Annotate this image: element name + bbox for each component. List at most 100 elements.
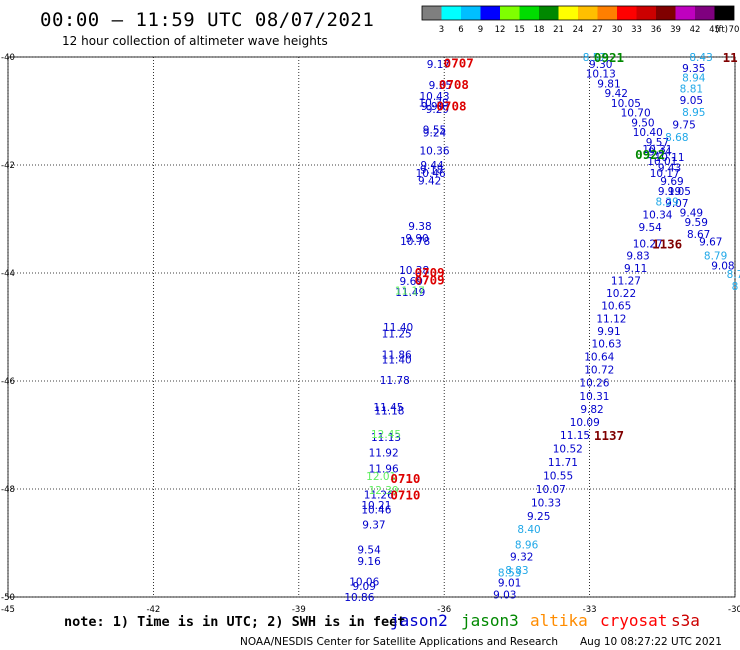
wave-height-label: 9.05 xyxy=(668,186,691,198)
wave-height-label: 9.90 xyxy=(405,233,428,245)
mission-legend-cryosat: cryosat xyxy=(600,611,667,630)
wave-height-label: 10.52 xyxy=(553,444,583,456)
wave-height-label: 9.54 xyxy=(638,222,662,234)
wave-height-label: 10.38 xyxy=(419,97,449,109)
wave-height-label: 10.43 xyxy=(419,91,449,103)
wave-height-label: 8.7 xyxy=(727,269,740,281)
wave-height-label: 8.96 xyxy=(515,540,539,552)
wave-height-label: 12.39 xyxy=(369,485,399,497)
colorbar-label: 21 xyxy=(553,25,564,35)
wave-height-label: 8.81 xyxy=(680,83,703,95)
wave-height-label: 10.11 xyxy=(655,152,685,164)
colorbar-swatch xyxy=(422,6,442,20)
wave-height-label: 9.42 xyxy=(605,88,628,100)
pass-time-label: 1137 xyxy=(594,428,624,443)
wave-height-label: 8.94 xyxy=(682,73,706,85)
wave-height-label: 9.38 xyxy=(408,221,431,233)
wave-height-label: 11.96 xyxy=(369,463,399,475)
wave-height-label: 9.67 xyxy=(699,237,722,249)
wave-height-label: 9.35 xyxy=(682,63,705,75)
wave-height-label: 9.69 xyxy=(400,276,423,288)
colorbar-swatch xyxy=(578,6,598,20)
wave-height-label: 12.45 xyxy=(371,429,401,441)
colorbar-label: 30 xyxy=(612,25,623,35)
pass-time-label: 0707 xyxy=(444,55,474,70)
wave-height-label: 9.99 xyxy=(421,101,444,113)
y-tick-label: -48 xyxy=(1,485,15,495)
x-tick-label: -39 xyxy=(292,605,306,615)
wave-height-label: 9.24 xyxy=(423,128,447,140)
wave-height-label: 9.08 xyxy=(711,260,734,272)
wave-height-label: 12.01 xyxy=(366,471,396,483)
wave-height-label: 11.71 xyxy=(548,457,578,469)
wave-height-label: 8.67 xyxy=(687,229,710,241)
colorbar-label: 24 xyxy=(573,25,584,35)
wave-height-label: 10.72 xyxy=(584,365,614,377)
generated-timestamp: Aug 10 08:27:22 UTC 2021 xyxy=(580,636,722,648)
y-tick-label: -40 xyxy=(1,53,15,63)
pass-time-label: 0709 xyxy=(415,265,445,280)
wave-height-label: 11.18 xyxy=(374,406,404,418)
wave-height-label: 9.30 xyxy=(589,59,612,71)
colorbar-label: 39 xyxy=(670,25,681,35)
mission-legend-jason2: jason2 xyxy=(390,611,448,630)
subtitle: 12 hour collection of altimeter wave hei… xyxy=(62,34,328,48)
wave-height-label: 8.68 xyxy=(665,132,688,144)
mission-legend-s3a: s3a xyxy=(671,611,700,630)
colorbar-label: 6 xyxy=(458,25,463,35)
pass-time-label: 1136 xyxy=(652,236,682,251)
wave-height-label: 9.57 xyxy=(646,137,669,149)
wave-height-label: 9.11 xyxy=(624,263,647,275)
colorbar-label: 33 xyxy=(631,25,642,35)
colorbar-swatch xyxy=(519,6,539,20)
colorbar-swatch xyxy=(675,6,695,20)
wave-height-label: 10.09 xyxy=(570,417,600,429)
wave-height-label: 8.57 xyxy=(583,52,606,64)
wave-height-label: 10.33 xyxy=(531,498,561,510)
colorbar-label: 27 xyxy=(592,25,603,35)
mission-legend-jason3: jason3 xyxy=(461,611,519,630)
wave-height-label: 9.49 xyxy=(680,208,703,220)
x-tick-label: -42 xyxy=(146,605,160,615)
wave-height-label: 9.69 xyxy=(660,176,683,188)
wave-height-label: 10.65 xyxy=(601,300,631,312)
wave-height-label: 10.46 xyxy=(361,505,391,517)
wave-height-label: 9.43 xyxy=(658,163,681,175)
colorbar-swatch xyxy=(558,6,578,20)
wave-height-label: 10.31 xyxy=(642,144,672,156)
wave-height-label: 11.13 xyxy=(371,432,401,444)
wave-height-label: 8 xyxy=(732,281,739,293)
wave-height-label: 9.44 xyxy=(420,160,444,172)
wave-height-label: 10.07 xyxy=(536,484,566,496)
colorbar-label: 45 xyxy=(709,25,720,35)
wave-height-label: 11.40 xyxy=(383,322,413,334)
wave-height-label: 9.35 xyxy=(429,80,452,92)
wave-height-label: 10.26 xyxy=(579,378,609,390)
colorbar-swatch xyxy=(617,6,637,20)
wave-height-label: 10.05 xyxy=(611,98,641,110)
wave-height-label: 9.59 xyxy=(685,217,708,229)
wave-height-label: 9.17 xyxy=(427,59,450,71)
pass-time-label: 0921 xyxy=(594,50,624,65)
wave-height-label: 8.53 xyxy=(498,568,521,580)
wave-height-label: 9.91 xyxy=(597,326,620,338)
colorbar-swatch xyxy=(636,6,656,20)
y-tick-label: -42 xyxy=(1,161,15,171)
footnote: note: 1) Time is in UTC; 2) SWH is in fe… xyxy=(64,614,405,630)
y-tick-label: -44 xyxy=(1,269,15,279)
wave-height-label: 10.01 xyxy=(647,156,677,168)
page-title: 00:00 – 11:59 UTC 08/07/2021 xyxy=(40,9,374,31)
wave-height-label: 9.82 xyxy=(580,404,603,416)
colorbar-label: 15 xyxy=(514,25,525,35)
wave-height-label: 10.40 xyxy=(633,127,663,139)
wave-height-label: 9.42 xyxy=(418,176,441,188)
mission-legend: jason2 jason3 altika cryosat s3a xyxy=(390,611,700,630)
colorbar-swatch xyxy=(441,6,461,20)
colorbar-label: 36 xyxy=(651,25,662,35)
wave-height-label: 9.09 xyxy=(353,581,376,593)
wave-height-label: 10.63 xyxy=(592,339,622,351)
wave-height-label: 11.78 xyxy=(380,375,410,387)
colorbar-label: 18 xyxy=(534,25,545,35)
wave-height-label: 8.79 xyxy=(704,251,727,263)
wave-height-label: 9.50 xyxy=(631,117,654,129)
